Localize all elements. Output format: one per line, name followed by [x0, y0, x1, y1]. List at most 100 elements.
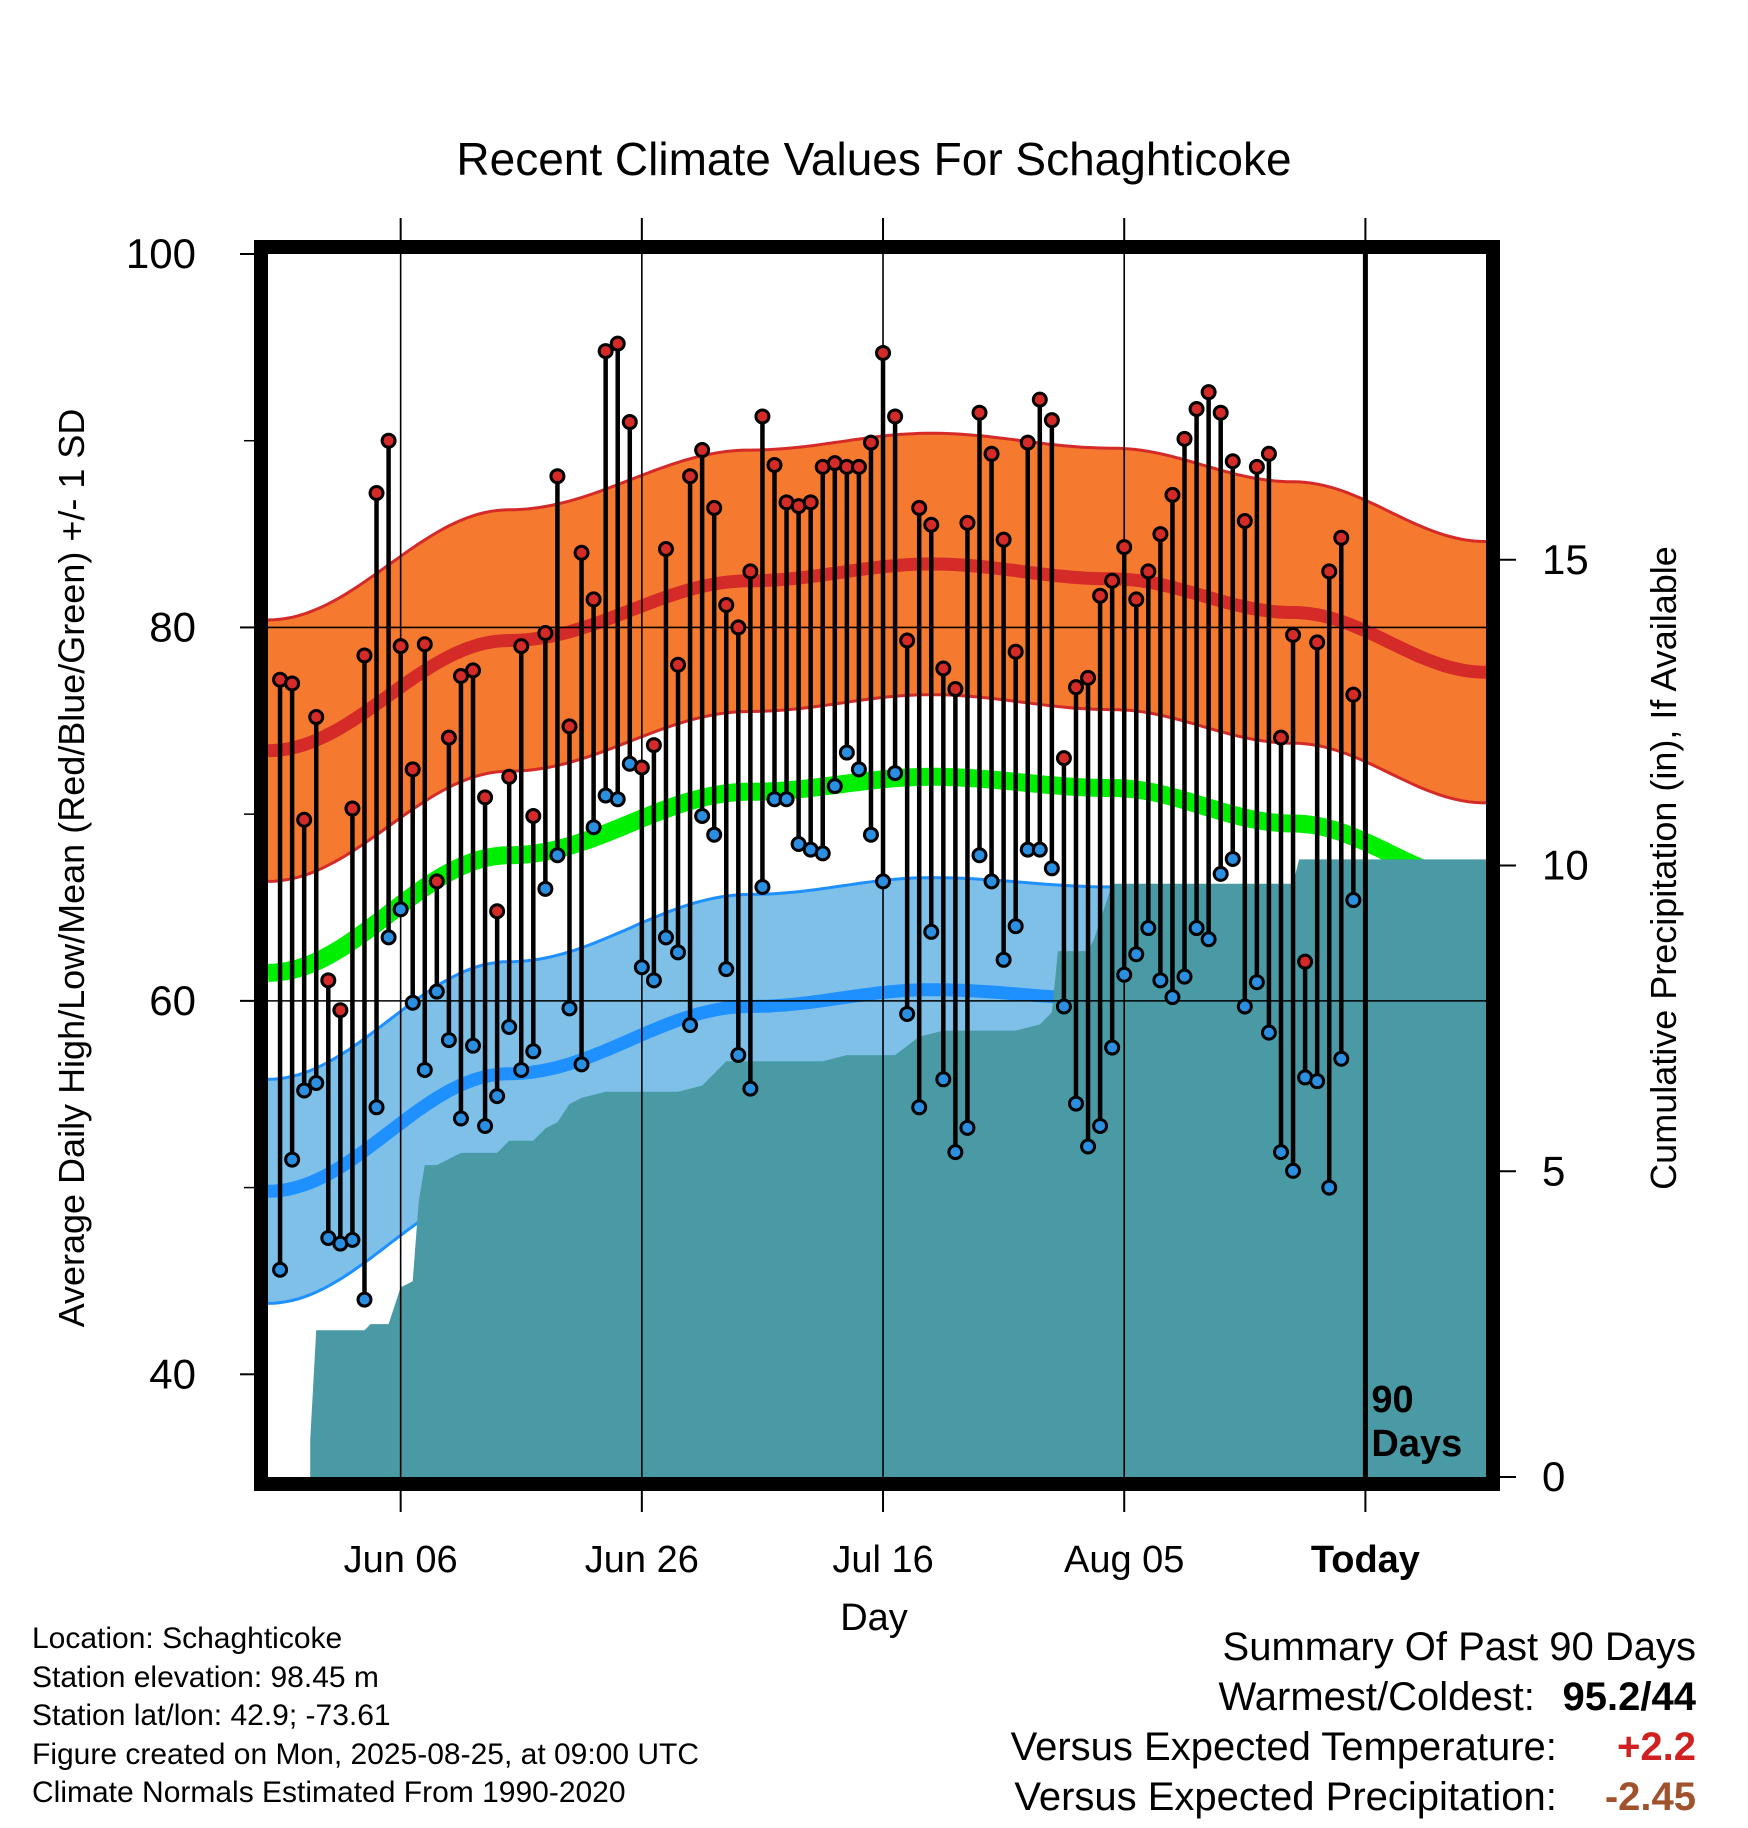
daily-low-point: [380, 929, 397, 946]
daily-low-point: [935, 1071, 952, 1088]
daily-low-point: [404, 994, 421, 1011]
daily-low-point: [1031, 841, 1048, 858]
daily-low-point: [1236, 998, 1253, 1015]
daily-low-point: [1212, 865, 1229, 882]
daily-high-point: [766, 456, 783, 473]
axes: 100 80 60 40 15 10 5 0 Jun 06 Jun 26 Jul 16 Aug 05 T…: [126, 218, 1589, 1581]
y2-tick-label: 5: [1542, 1147, 1565, 1194]
daily-high-point: [308, 709, 325, 726]
daily-low-point: [1260, 1024, 1277, 1041]
daily-high-point: [935, 660, 952, 677]
daily-high-point: [1031, 391, 1048, 408]
today-marker-label: Days: [1371, 1423, 1462, 1465]
station-info: Location: Schaghticoke Station elevation…: [32, 1620, 699, 1813]
daily-high-point: [440, 729, 457, 746]
daily-low-point: [838, 744, 855, 761]
daily-low-point: [368, 1099, 385, 1116]
daily-low-point: [1104, 1039, 1121, 1056]
daily-high-point: [802, 494, 819, 511]
daily-high-point: [1067, 679, 1084, 696]
warmest-label: Warmest/Coldest:: [1218, 1675, 1535, 1719]
precipitation-area: [268, 859, 1486, 1477]
daily-low-point: [513, 1061, 530, 1078]
chart-title: Recent Climate Values For Schaghticoke: [456, 133, 1291, 185]
daily-low-point: [344, 1231, 361, 1248]
daily-low-point: [1067, 1095, 1084, 1112]
normals-text: Climate Normals Estimated From 1990-2020: [32, 1776, 626, 1809]
daily-low-point: [549, 847, 566, 864]
daily-high-point: [657, 541, 674, 558]
daily-high-point: [344, 800, 361, 817]
daily-high-point: [1212, 404, 1229, 421]
daily-high-point: [1309, 634, 1326, 651]
daily-low-point: [1055, 998, 1072, 1015]
daily-low-point: [1043, 860, 1060, 877]
daily-low-point: [272, 1261, 289, 1278]
daily-high-point: [947, 681, 964, 698]
daily-high-point: [670, 656, 687, 673]
daily-low-point: [694, 808, 711, 825]
daily-low-point: [730, 1047, 747, 1064]
x-tick-label: Aug 05: [1064, 1539, 1184, 1581]
daily-low-point: [1333, 1050, 1350, 1067]
daily-high-point: [561, 718, 578, 735]
daily-high-point: [1200, 384, 1217, 401]
x-tick-label: Today: [1311, 1539, 1420, 1581]
daily-low-point: [1321, 1179, 1338, 1196]
daily-high-point: [875, 344, 892, 361]
daily-low-point: [862, 826, 879, 843]
daily-high-point: [1140, 563, 1157, 580]
temp-value: +2.2: [1617, 1725, 1696, 1769]
summary-warmest-row: Warmest/Coldest: 95.2/44: [1011, 1672, 1697, 1722]
x-tick-label: Jun 26: [585, 1539, 699, 1581]
daily-low-point: [971, 847, 988, 864]
daily-high-point: [850, 458, 867, 475]
daily-low-point: [670, 944, 687, 961]
daily-high-point: [392, 638, 409, 655]
daily-high-point: [971, 404, 988, 421]
daily-high-point: [284, 675, 301, 692]
high-band: [268, 433, 1486, 882]
daily-high-point: [633, 759, 650, 776]
daily-high-point: [1043, 412, 1060, 429]
daily-high-point: [887, 408, 904, 425]
daily-high-point: [1104, 572, 1121, 589]
daily-high-point: [682, 468, 699, 485]
daily-low-point: [356, 1291, 373, 1308]
y2-tick-label: 10: [1542, 842, 1589, 889]
plot-frame: [254, 240, 1500, 1491]
daily-low-point: [754, 878, 771, 895]
daily-high-point: [1055, 750, 1072, 767]
daily-low-point: [428, 983, 445, 1000]
daily-high-point: [621, 414, 638, 431]
daily-low-point: [778, 791, 795, 808]
daily-high-point: [356, 647, 373, 664]
warmest-value: 95.2/44: [1546, 1672, 1696, 1722]
daily-high-point: [1297, 953, 1314, 970]
daily-low-point: [1224, 850, 1241, 867]
daily-high-point: [1176, 430, 1193, 447]
y2-tick-label: 15: [1542, 536, 1589, 583]
daily-high-point: [489, 903, 506, 920]
y2-axis-label: Cumulative Precipitation (in), If Availa…: [1643, 546, 1684, 1190]
daily-low-point: [899, 1005, 916, 1022]
daily-high-point: [1236, 513, 1253, 530]
daily-low-point: [1248, 974, 1265, 991]
daily-high-point: [1152, 526, 1169, 543]
daily-high-point: [1019, 434, 1036, 451]
daily-low-point: [561, 1000, 578, 1017]
today-marker-label: 90: [1371, 1379, 1413, 1421]
precip-label: Versus Expected Precipitation:: [1014, 1775, 1557, 1819]
daily-low-point: [1152, 972, 1169, 989]
daily-high-point: [465, 662, 482, 679]
daily-high-point: [501, 768, 518, 785]
warmest-sep: /: [1640, 1675, 1652, 1719]
summary-panel: Summary Of Past 90 Days Warmest/Coldest:…: [1011, 1622, 1696, 1822]
daily-low-point: [609, 791, 626, 808]
daily-low-point: [1080, 1138, 1097, 1155]
daily-low-point: [959, 1119, 976, 1136]
daily-low-point: [465, 1037, 482, 1054]
daily-low-point: [633, 959, 650, 976]
daily-high-point: [597, 343, 614, 360]
